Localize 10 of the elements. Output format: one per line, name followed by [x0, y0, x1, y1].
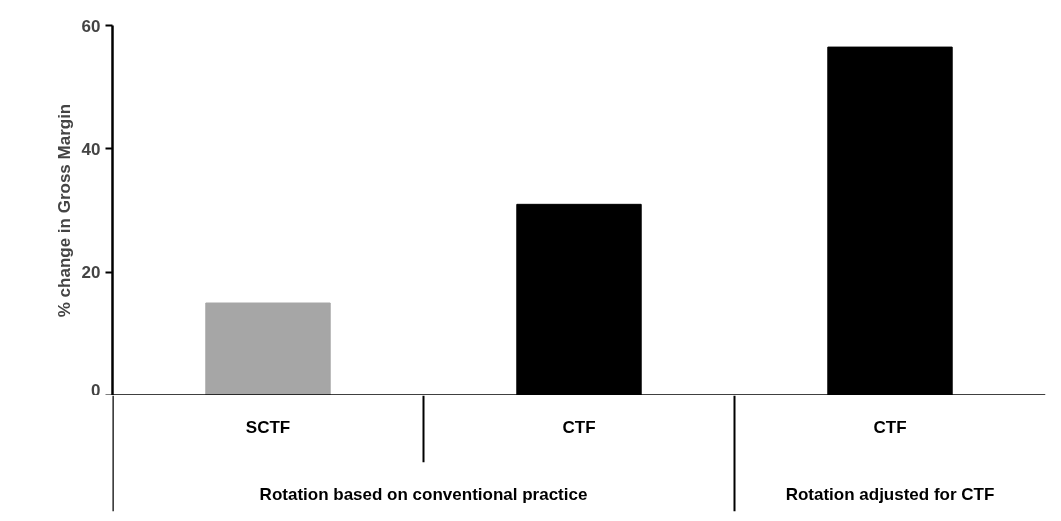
y-axis-title: % change in Gross Margin [54, 103, 74, 318]
y-tick-label: 20 [81, 263, 101, 283]
x-tick-label: SCTF [245, 417, 291, 437]
x-tick-label: CTF [873, 417, 907, 437]
y-tick-label: 0 [91, 380, 101, 400]
text: Rotation adjusted for CTF [785, 484, 995, 504]
y-tick-label: 60 [81, 16, 101, 36]
text: Rotation based on conventional practice [259, 484, 588, 504]
y-tick-label: 40 [81, 139, 101, 159]
x-tick-label: CTF [562, 417, 596, 437]
